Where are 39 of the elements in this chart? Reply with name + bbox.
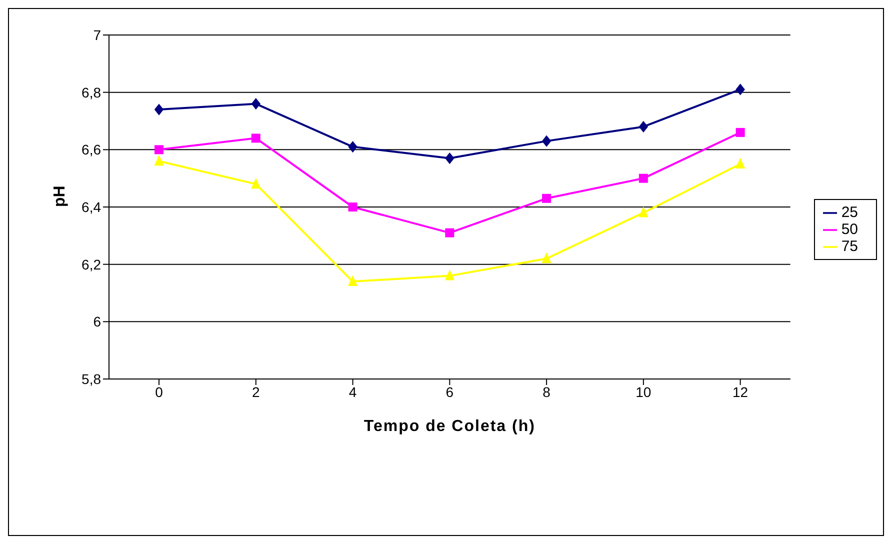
point <box>348 276 358 286</box>
y-tick-label: 7 <box>93 26 102 43</box>
point <box>445 270 454 280</box>
point <box>736 84 745 95</box>
x-tick-label: 6 <box>446 384 454 400</box>
x-tick-label: 0 <box>155 384 164 400</box>
point <box>542 194 552 203</box>
point <box>348 141 358 152</box>
x-tick-label: 4 <box>348 384 357 400</box>
point <box>542 253 552 264</box>
y-tick-label: 6,6 <box>82 142 102 158</box>
y-tick-label: 5,8 <box>82 370 102 387</box>
legend-label: 75 <box>841 238 858 254</box>
point <box>445 152 454 164</box>
point <box>251 178 260 189</box>
x-tick-label: 12 <box>732 384 748 400</box>
point <box>348 202 358 212</box>
y-tick-label: 6,8 <box>82 84 102 100</box>
point <box>638 174 648 183</box>
x-tick-label: 8 <box>542 384 551 400</box>
point <box>542 136 552 147</box>
point <box>638 121 648 132</box>
y-tick-label: 6 <box>93 314 102 330</box>
point <box>736 128 745 137</box>
y-tick-label: 6,4 <box>82 198 102 215</box>
point <box>154 104 164 116</box>
y-axis-title: pH <box>52 186 69 207</box>
point <box>154 145 164 154</box>
legend-label: 25 <box>841 204 858 220</box>
point <box>445 228 454 238</box>
point <box>154 156 164 166</box>
x-axis-title: Tempo de Coleta (h) <box>364 418 536 435</box>
point <box>251 134 260 143</box>
point <box>638 207 648 218</box>
x-tick-label: 10 <box>636 384 652 400</box>
point <box>736 158 745 168</box>
y-tick-label: 6,2 <box>82 256 102 272</box>
x-tick-label: 2 <box>252 384 260 400</box>
legend-label: 50 <box>841 220 858 238</box>
